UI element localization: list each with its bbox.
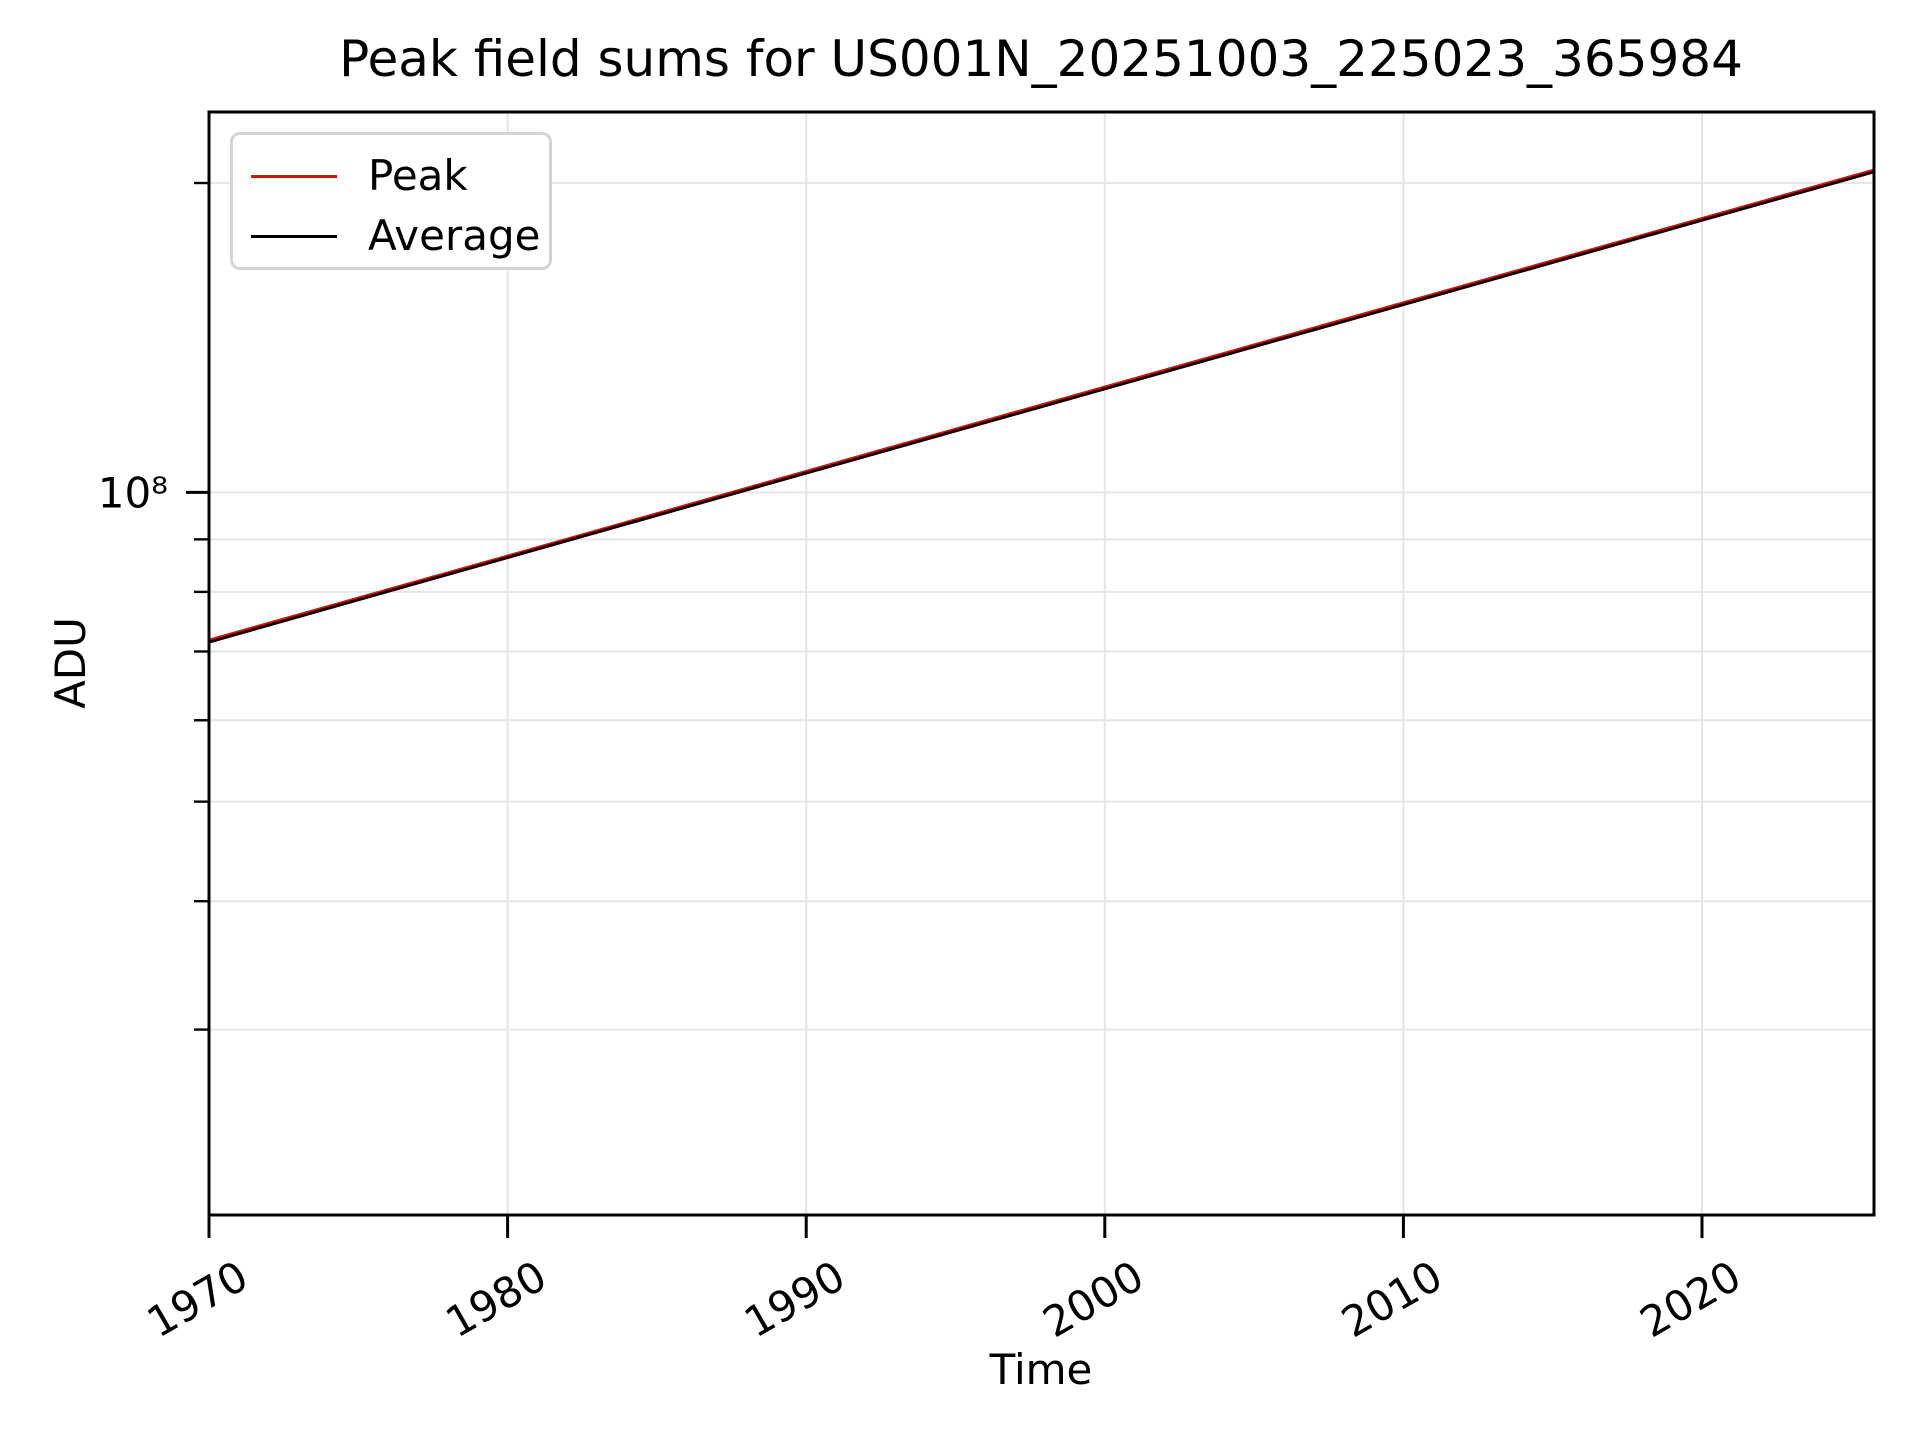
x-tick-label: 2020 — [1632, 1251, 1749, 1347]
x-tick-label: 2010 — [1333, 1251, 1450, 1347]
axes-layer — [186, 110, 1876, 1238]
legend-label-peak: Peak — [368, 151, 468, 200]
x-tick-label: 1980 — [438, 1251, 555, 1347]
x-tick-label: 1990 — [736, 1251, 853, 1347]
chart-title: Peak field sums for US001N_20251003_2250… — [339, 30, 1743, 88]
x-tick-label: 1970 — [139, 1251, 256, 1347]
legend: Peak Average — [230, 132, 552, 270]
legend-item-peak: Peak — [251, 146, 549, 206]
y-axis-label: ADU — [46, 617, 95, 709]
legend-label-average: Average — [368, 211, 541, 260]
series-layer — [208, 168, 1875, 644]
grid-layer — [208, 112, 1874, 1215]
y-tick-label: 10⁸ — [98, 468, 168, 517]
axes-spines — [207, 110, 1876, 1217]
x-axis-label: Time — [989, 1345, 1093, 1394]
peak-line-sample — [251, 174, 337, 178]
x-tick-label: 2000 — [1035, 1251, 1152, 1347]
average-line-sample — [251, 234, 337, 238]
legend-item-average: Average — [251, 206, 549, 266]
average-line — [208, 170, 1875, 644]
